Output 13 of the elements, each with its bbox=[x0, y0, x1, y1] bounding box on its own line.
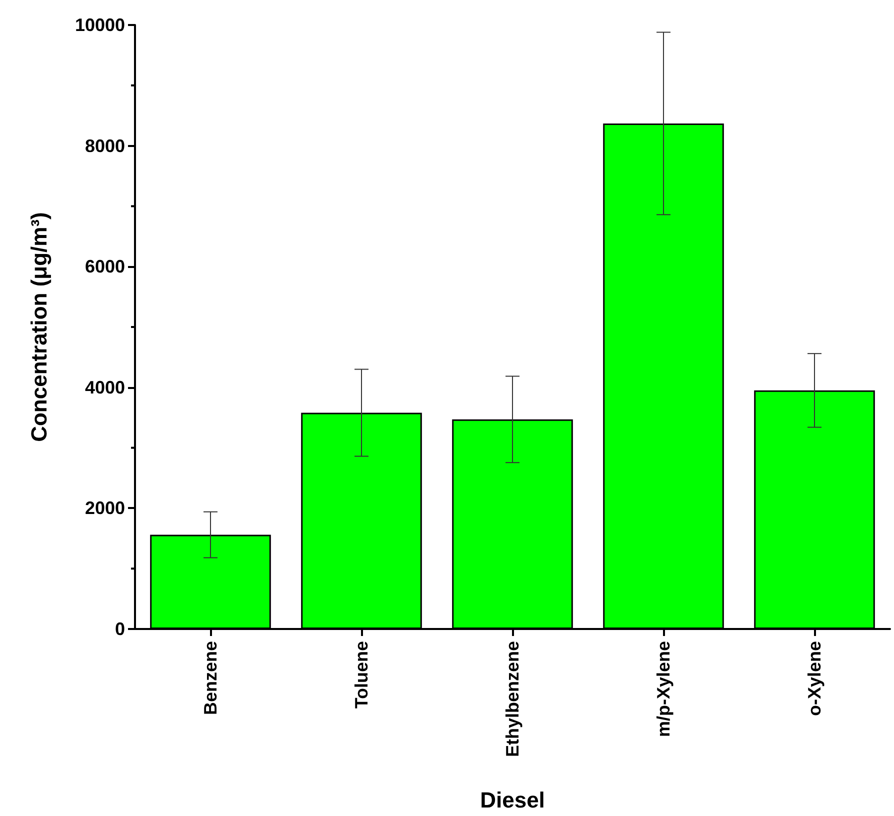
x-tick-label: o-Xylene bbox=[804, 641, 824, 716]
y-tick-label: 6000 bbox=[84, 256, 125, 277]
y-tick-label: 2000 bbox=[84, 498, 125, 518]
y-tick-label: 10000 bbox=[74, 15, 125, 35]
x-tick-label: Benzene bbox=[200, 641, 220, 716]
y-tick-label: 0 bbox=[114, 619, 125, 639]
x-tick-label: m/p-Xylene bbox=[654, 641, 674, 738]
x-tick-label: Ethylbenzene bbox=[502, 641, 522, 758]
x-axis-title: Diesel bbox=[480, 788, 545, 812]
y-tick-label: 8000 bbox=[84, 136, 125, 156]
y-tick-label: 4000 bbox=[84, 377, 125, 398]
x-tick-label: Toluene bbox=[352, 641, 372, 709]
y-axis-title: Concentration (μg/m³) bbox=[26, 212, 52, 442]
